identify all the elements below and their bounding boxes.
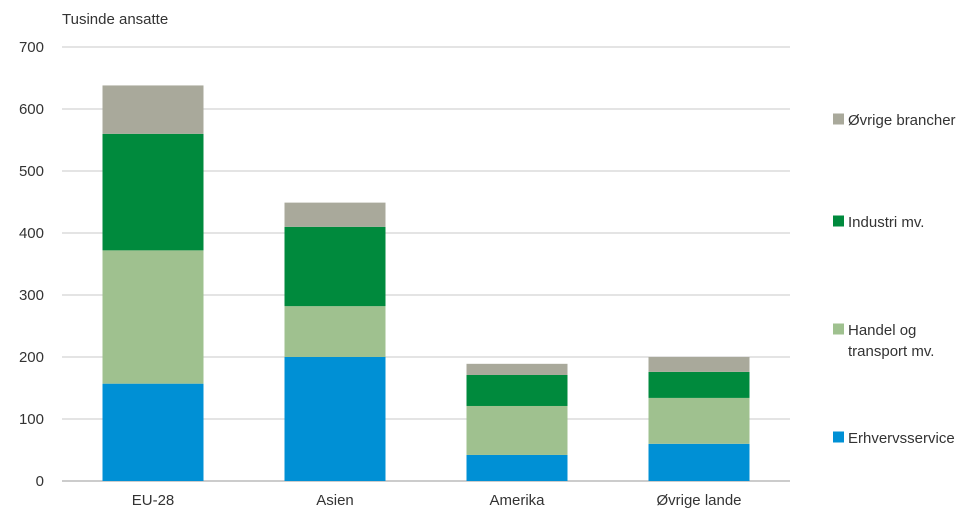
bar-segment	[466, 363, 568, 375]
legend-label: Handel og	[848, 322, 916, 339]
legend-swatch	[833, 113, 844, 125]
bar-segment	[102, 133, 204, 251]
bar-segment	[102, 383, 204, 481]
legend-label: Øvrige brancher	[848, 112, 956, 129]
legend-label: transport mv.	[848, 343, 934, 360]
y-tick-label: 500	[19, 163, 44, 180]
bar-segment	[284, 306, 386, 357]
bar-segment	[284, 226, 386, 307]
bar-segment	[466, 454, 568, 481]
y-tick-label: 300	[19, 287, 44, 304]
legend: Øvrige brancher Industri mv. Handel og tran…	[833, 112, 956, 447]
bar-segment	[648, 443, 750, 481]
x-tick-label: Asien	[316, 492, 354, 509]
x-tick-label: Øvrige lande	[656, 492, 741, 509]
bar-segment	[102, 85, 204, 134]
bar-segment	[648, 357, 750, 372]
bar-segment	[648, 371, 750, 398]
y-tick-label: 0	[36, 473, 44, 490]
y-tick-label: 100	[19, 411, 44, 428]
bar-segment	[102, 250, 204, 384]
bar-segment	[466, 374, 568, 406]
x-axis-ticks: EU-28 Asien Amerika Øvrige lande	[132, 492, 742, 509]
y-axis-title: Tusinde ansatte	[62, 11, 168, 28]
legend-swatch	[833, 215, 844, 227]
y-tick-label: 400	[19, 225, 44, 242]
y-tick-label: 600	[19, 101, 44, 118]
bars	[102, 85, 750, 481]
legend-swatch	[833, 323, 844, 335]
legend-label: Industri mv.	[848, 214, 924, 231]
y-tick-label: 200	[19, 349, 44, 366]
bar-segment	[466, 405, 568, 455]
y-axis-ticks: 0 100 200 300 400 500 600 700	[19, 39, 44, 490]
legend-swatch	[833, 431, 844, 443]
legend-label: Erhvervsservice	[848, 430, 955, 447]
x-tick-label: EU-28	[132, 492, 175, 509]
bar-segment	[284, 357, 386, 481]
bar-segment	[284, 202, 386, 227]
bar-segment	[648, 397, 750, 444]
y-tick-label: 700	[19, 39, 44, 56]
x-tick-label: Amerika	[489, 492, 545, 509]
